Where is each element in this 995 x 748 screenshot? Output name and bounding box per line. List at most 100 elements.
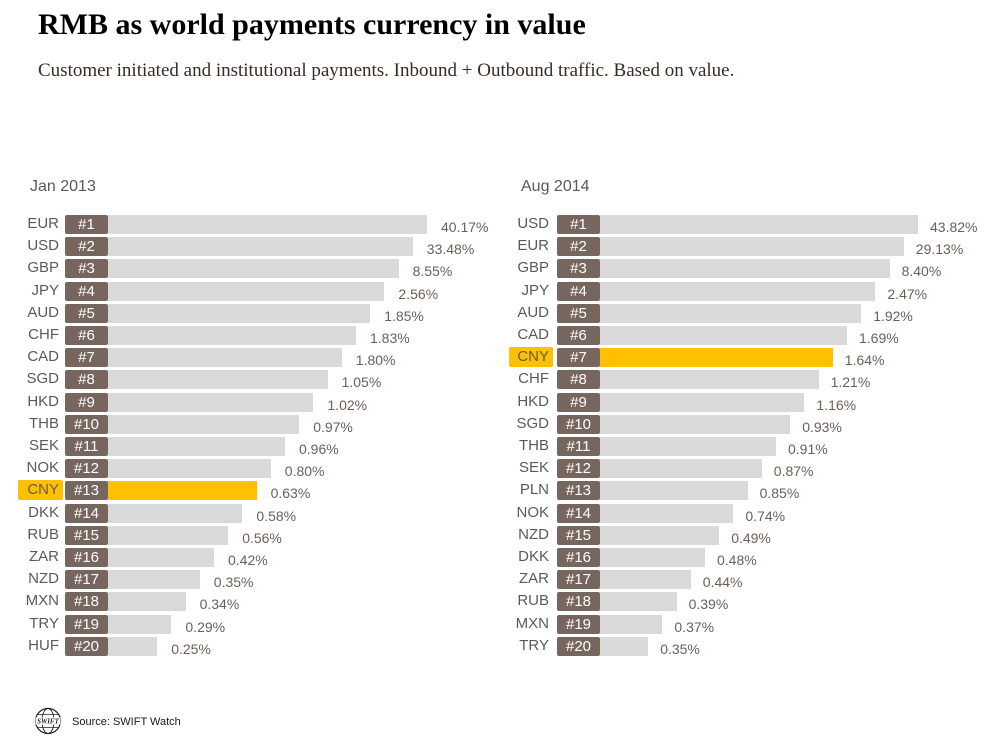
bar xyxy=(108,259,399,279)
currency-label: EUR xyxy=(517,237,549,255)
value-label: 1.83% xyxy=(370,330,410,346)
bar xyxy=(600,636,649,656)
bar-row: TRY #19 0.29% xyxy=(0,614,495,635)
rank-badge: #3 xyxy=(65,259,108,279)
value-label: 0.58% xyxy=(256,507,297,524)
value-label: 0.96% xyxy=(299,441,339,457)
bar xyxy=(108,570,200,590)
value-label: 1.64% xyxy=(844,352,885,369)
bar-row: ZAR #16 0.42% xyxy=(0,547,495,568)
rank-badge: #4 xyxy=(557,281,600,301)
currency-label: CHF xyxy=(518,370,549,388)
swift-logo-text: SWIFT xyxy=(37,718,60,726)
bar xyxy=(600,281,876,301)
bar-row: JPY #4 2.56% xyxy=(0,281,495,302)
bar xyxy=(600,215,918,234)
value-label: 1.69% xyxy=(859,330,899,346)
rank-badge: #11 xyxy=(557,437,600,456)
bar-row: ZAR #17 0.44% xyxy=(495,569,990,590)
currency-label: AUD xyxy=(517,303,549,321)
bar-highlight xyxy=(600,348,833,368)
currency-label: THB xyxy=(519,437,549,454)
bar xyxy=(600,414,791,434)
bar xyxy=(600,503,734,523)
currency-label: USD xyxy=(27,237,59,255)
value-label: 0.93% xyxy=(802,418,842,435)
bar-row: EUR #1 40.17% xyxy=(0,214,495,235)
value-label: 0.74% xyxy=(745,507,786,524)
bar xyxy=(600,481,748,501)
bar-row: USD #2 33.48% xyxy=(0,236,495,258)
currency-label: HUF xyxy=(28,636,59,654)
value-label: 0.91% xyxy=(788,441,828,457)
bar-row: NZD #15 0.49% xyxy=(495,525,990,546)
bar-row: NZD #17 0.35% xyxy=(0,569,495,591)
bar-row: SGD #8 1.05% xyxy=(0,369,495,390)
rank-badge: #11 xyxy=(65,437,108,456)
bar-row: TRY #20 0.35% xyxy=(495,636,990,657)
bar xyxy=(108,303,371,323)
currency-label: TRY xyxy=(29,614,59,632)
rank-badge: #19 xyxy=(65,614,108,634)
currency-label: SEK xyxy=(28,437,59,454)
chart-aug-2014: Aug 2014 USD #1 43.82% EUR #2 29.13% GBP #3 8.40… xyxy=(495,0,990,700)
value-label: 1.21% xyxy=(830,374,871,391)
bar-row: MXN #18 0.34% xyxy=(0,591,495,612)
currency-label: MXN xyxy=(25,592,59,610)
value-label: 0.63% xyxy=(270,485,311,502)
currency-label: DKK xyxy=(28,503,59,521)
bar xyxy=(108,503,243,523)
bar-row: CAD #7 1.80% xyxy=(0,347,495,368)
rank-badge: #2 xyxy=(65,237,108,257)
bar-row: CHF #6 1.83% xyxy=(0,325,495,346)
value-label: 1.92% xyxy=(873,307,913,324)
bar-row: HKD #9 1.16% xyxy=(495,392,990,413)
currency-label: SEK xyxy=(518,459,549,477)
bar-row: JPY #4 2.47% xyxy=(495,281,990,302)
bar xyxy=(108,237,413,257)
bar-row: PLN #13 0.85% xyxy=(495,480,990,501)
currency-label: ZAR xyxy=(29,548,59,565)
currency-label: CHF xyxy=(28,326,59,343)
value-label: 0.80% xyxy=(284,463,325,480)
bar xyxy=(600,326,847,345)
rank-badge: #9 xyxy=(65,392,108,412)
source-note: Source: SWIFT Watch xyxy=(72,716,181,728)
value-label: 33.48% xyxy=(426,241,475,258)
currency-label: GBP xyxy=(27,259,59,277)
bar xyxy=(600,614,663,634)
bar-row: CHF #8 1.21% xyxy=(495,369,990,391)
bar xyxy=(108,437,285,456)
rank-badge: #6 xyxy=(65,326,108,345)
currency-label: HKD xyxy=(517,392,549,410)
bar-row: HKD #9 1.02% xyxy=(0,392,495,413)
bar xyxy=(108,370,328,390)
bar-row: AUD #5 1.92% xyxy=(495,303,990,324)
bar-row: GBP #3 8.55% xyxy=(0,258,495,279)
bar-row: HUF #20 0.25% xyxy=(0,636,495,657)
currency-label: SGD xyxy=(516,414,549,432)
bar xyxy=(600,548,705,567)
bar xyxy=(108,636,158,656)
rank-badge: #17 xyxy=(65,570,108,590)
bar xyxy=(108,414,300,434)
rank-badge: #18 xyxy=(65,592,108,612)
currency-label: TRY xyxy=(519,636,549,654)
currency-label: HKD xyxy=(27,392,59,410)
rank-badge: #16 xyxy=(65,548,108,567)
bar xyxy=(108,392,314,412)
value-label: 0.87% xyxy=(773,463,814,480)
rank-badge: #13 xyxy=(65,481,108,501)
currency-label: NOK xyxy=(516,503,549,521)
value-label: 0.35% xyxy=(213,574,254,591)
bar xyxy=(600,592,677,612)
value-label: 0.39% xyxy=(688,596,729,613)
currency-label: JPY xyxy=(521,281,549,299)
rank-badge: #5 xyxy=(557,303,600,323)
bar xyxy=(108,525,229,545)
swift-globe-icon: SWIFT xyxy=(34,707,62,735)
value-label: 8.40% xyxy=(901,263,942,280)
value-label: 1.02% xyxy=(327,396,368,413)
rank-badge: #20 xyxy=(65,636,108,656)
chart-jan-2013: Jan 2013 EUR #1 40.17% USD #2 33.48% GBP #3 8.55… xyxy=(0,0,495,700)
